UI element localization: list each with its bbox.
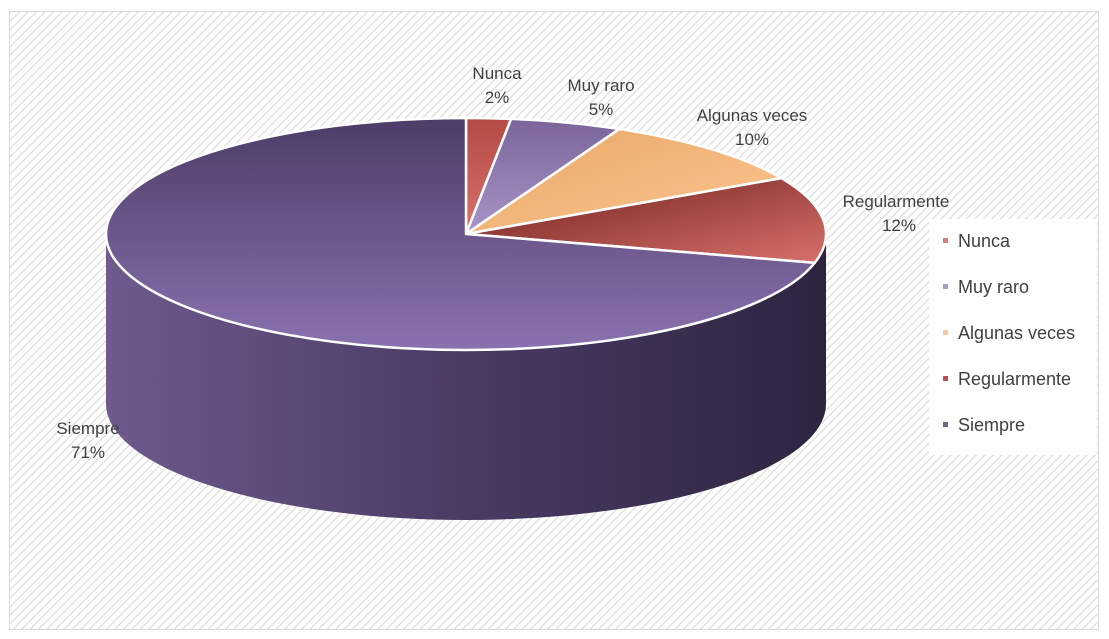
legend-marker [943,330,948,335]
pie-plot [104,116,828,520]
data-labels: Nunca 2% Muy raro 5% Algunas veces 10% Regular… [56,64,949,462]
legend-entry-muy-raro: Muy raro [958,277,1029,297]
pie-slice-regularmente [464,176,828,265]
chart-area: Nunca 2% Muy raro 5% Algunas veces 10% Regular… [9,11,1099,630]
legend-marker [943,284,948,289]
pie-side-wall [106,234,826,520]
pie-slice-algunas-veces [464,127,783,236]
legend-marker [943,376,948,381]
data-label-percent: 71% [71,443,105,462]
data-label-percent: 5% [589,100,614,119]
legend-marker [943,238,948,243]
legend: Nunca Muy raro Algunas veces Regularmente Si… [929,219,1097,455]
legend-entry-nunca: Nunca [958,231,1011,251]
data-label-percent: 2% [485,88,510,107]
data-label-category: Nunca [472,64,522,83]
legend-background [929,219,1097,455]
data-label-category: Muy raro [567,76,634,95]
data-label-percent: 10% [735,130,769,149]
legend-entry-algunas-veces: Algunas veces [958,323,1075,343]
data-label-category: Algunas veces [697,106,808,125]
data-label-category: Siempre [56,419,119,438]
legend-entry-siempre: Siempre [958,415,1025,435]
legend-entry-regularmente: Regularmente [958,369,1071,389]
legend-marker [943,422,948,427]
data-label-category: Regularmente [843,192,950,211]
data-label-percent: 12% [882,216,916,235]
pie-slice-siempre [104,116,816,352]
pie-chart: Nunca 2% Muy raro 5% Algunas veces 10% Regular… [10,12,1098,629]
